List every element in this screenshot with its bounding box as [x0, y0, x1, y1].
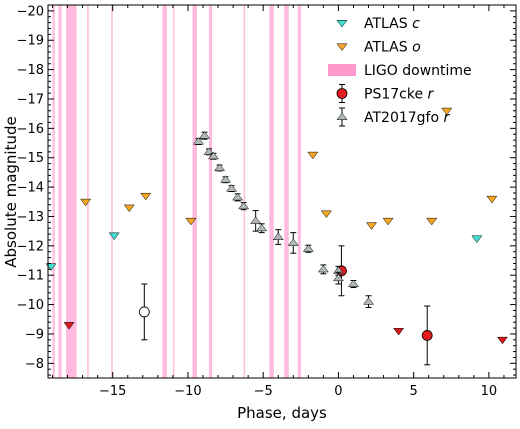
y-tick-label: −8 — [25, 357, 44, 372]
data-point-triangle-up — [232, 192, 244, 201]
data-point-triangle-down — [108, 232, 120, 241]
data-point-triangle-up — [192, 137, 204, 145]
data-point-triangle-down — [307, 151, 319, 160]
data-point-triangle-down — [123, 204, 135, 213]
data-point-triangle-down — [486, 195, 498, 204]
y-tick-label: −13 — [17, 210, 44, 225]
x-tick-label: 0 — [334, 384, 342, 399]
data-point-circle — [421, 330, 433, 341]
data-point-triangle-down — [366, 222, 378, 230]
ligo-downtime-band — [284, 5, 289, 378]
y-tick-label: −16 — [17, 122, 44, 137]
ligo-downtime-band — [87, 5, 89, 378]
data-point-triangle-up — [332, 273, 344, 282]
data-point-triangle-down — [441, 107, 453, 116]
data-point-triangle-down — [185, 217, 197, 226]
data-point-triangle-down — [393, 328, 405, 336]
ligo-downtime-band — [66, 5, 77, 378]
legend-label: AT2017gfo r — [364, 110, 451, 126]
data-point-triangle-up — [199, 131, 210, 139]
ligo-downtime-band — [297, 5, 301, 378]
y-axis-label: Absolute magnitude — [2, 116, 20, 267]
y-tick-label: −10 — [17, 298, 44, 313]
y-tick-label: −20 — [17, 4, 44, 19]
legend-marker-triangle-down — [336, 20, 348, 28]
x-tick-label: −15 — [99, 384, 126, 399]
legend-marker-triangle-up — [336, 112, 348, 120]
x-axis-label: Phase, days — [237, 404, 327, 422]
y-tick-label: −11 — [17, 269, 44, 284]
data-point-triangle-up — [302, 244, 314, 252]
legend-label: ATLAS o — [364, 40, 421, 56]
data-point-triangle-down — [496, 336, 508, 345]
legend-marker-triangle-down — [336, 43, 348, 51]
data-point-triangle-down — [63, 322, 75, 330]
ligo-downtime-bands — [52, 5, 301, 378]
legend-label: PS17cke r — [364, 87, 435, 103]
y-tick-label: −15 — [17, 151, 44, 166]
data-point-triangle-up — [317, 264, 329, 273]
axis-ticks: −15 −10 −5 0 5 10 −8 −9 −10 −11 −12 −13 −14 −15 −16 −17… — [17, 4, 516, 399]
legend-marker-circle — [336, 88, 348, 99]
ligo-downtime-band — [111, 5, 113, 378]
ligo-downtime-band — [52, 5, 55, 378]
y-tick-label: −12 — [17, 239, 44, 254]
ligo-downtime-band — [172, 5, 175, 378]
data-point-triangle-up — [208, 151, 220, 160]
x-tick-label: 10 — [481, 384, 498, 399]
y-tick-label: −17 — [17, 92, 44, 107]
legend-label: LIGO downtime — [364, 63, 472, 79]
data-point-triangle-up — [226, 184, 238, 192]
y-tick-label: −9 — [25, 327, 44, 342]
data-point-triangle-down — [45, 263, 57, 271]
data-point-triangle-up — [238, 201, 250, 210]
ligo-downtime-band — [269, 5, 274, 378]
ligo-downtime-band — [58, 5, 62, 378]
data-point-triangle-up — [347, 279, 359, 287]
legend-label: ATLAS c — [364, 16, 420, 32]
y-tick-label: −14 — [17, 181, 44, 196]
data-point-triangle-down — [320, 210, 332, 218]
x-tick-label: −10 — [174, 384, 201, 399]
data-point-triangle-up — [220, 175, 232, 183]
data-point-triangle-up — [272, 232, 284, 240]
data-point-circle — [138, 306, 150, 318]
data-point-triangle-up — [256, 223, 268, 232]
ligo-downtime-band — [209, 5, 213, 378]
data-point-triangle-up — [250, 216, 262, 224]
ligo-downtime-band — [192, 5, 197, 378]
data-point-triangle-down — [426, 217, 438, 226]
y-tick-label: −19 — [17, 34, 44, 49]
legend-swatch-band — [328, 64, 356, 76]
ligo-downtime-band — [162, 5, 167, 378]
data-point-triangle-down — [80, 198, 92, 207]
ligo-downtime-band — [243, 5, 246, 378]
plot-frame — [47, 4, 517, 379]
data-point-triangle-up — [287, 238, 299, 246]
data-points — [45, 107, 508, 366]
x-tick-label: 5 — [410, 384, 418, 399]
x-tick-label: −5 — [254, 384, 273, 399]
y-tick-label: −18 — [17, 63, 44, 78]
legend: ATLAS c ATLAS o LIGO downtime PS17cke r AT20… — [328, 16, 472, 127]
data-point-triangle-down — [382, 217, 394, 226]
data-point-triangle-down — [471, 235, 483, 243]
data-point-triangle-down — [140, 192, 152, 201]
data-point-triangle-up — [363, 297, 375, 305]
data-point-triangle-up — [214, 163, 226, 171]
